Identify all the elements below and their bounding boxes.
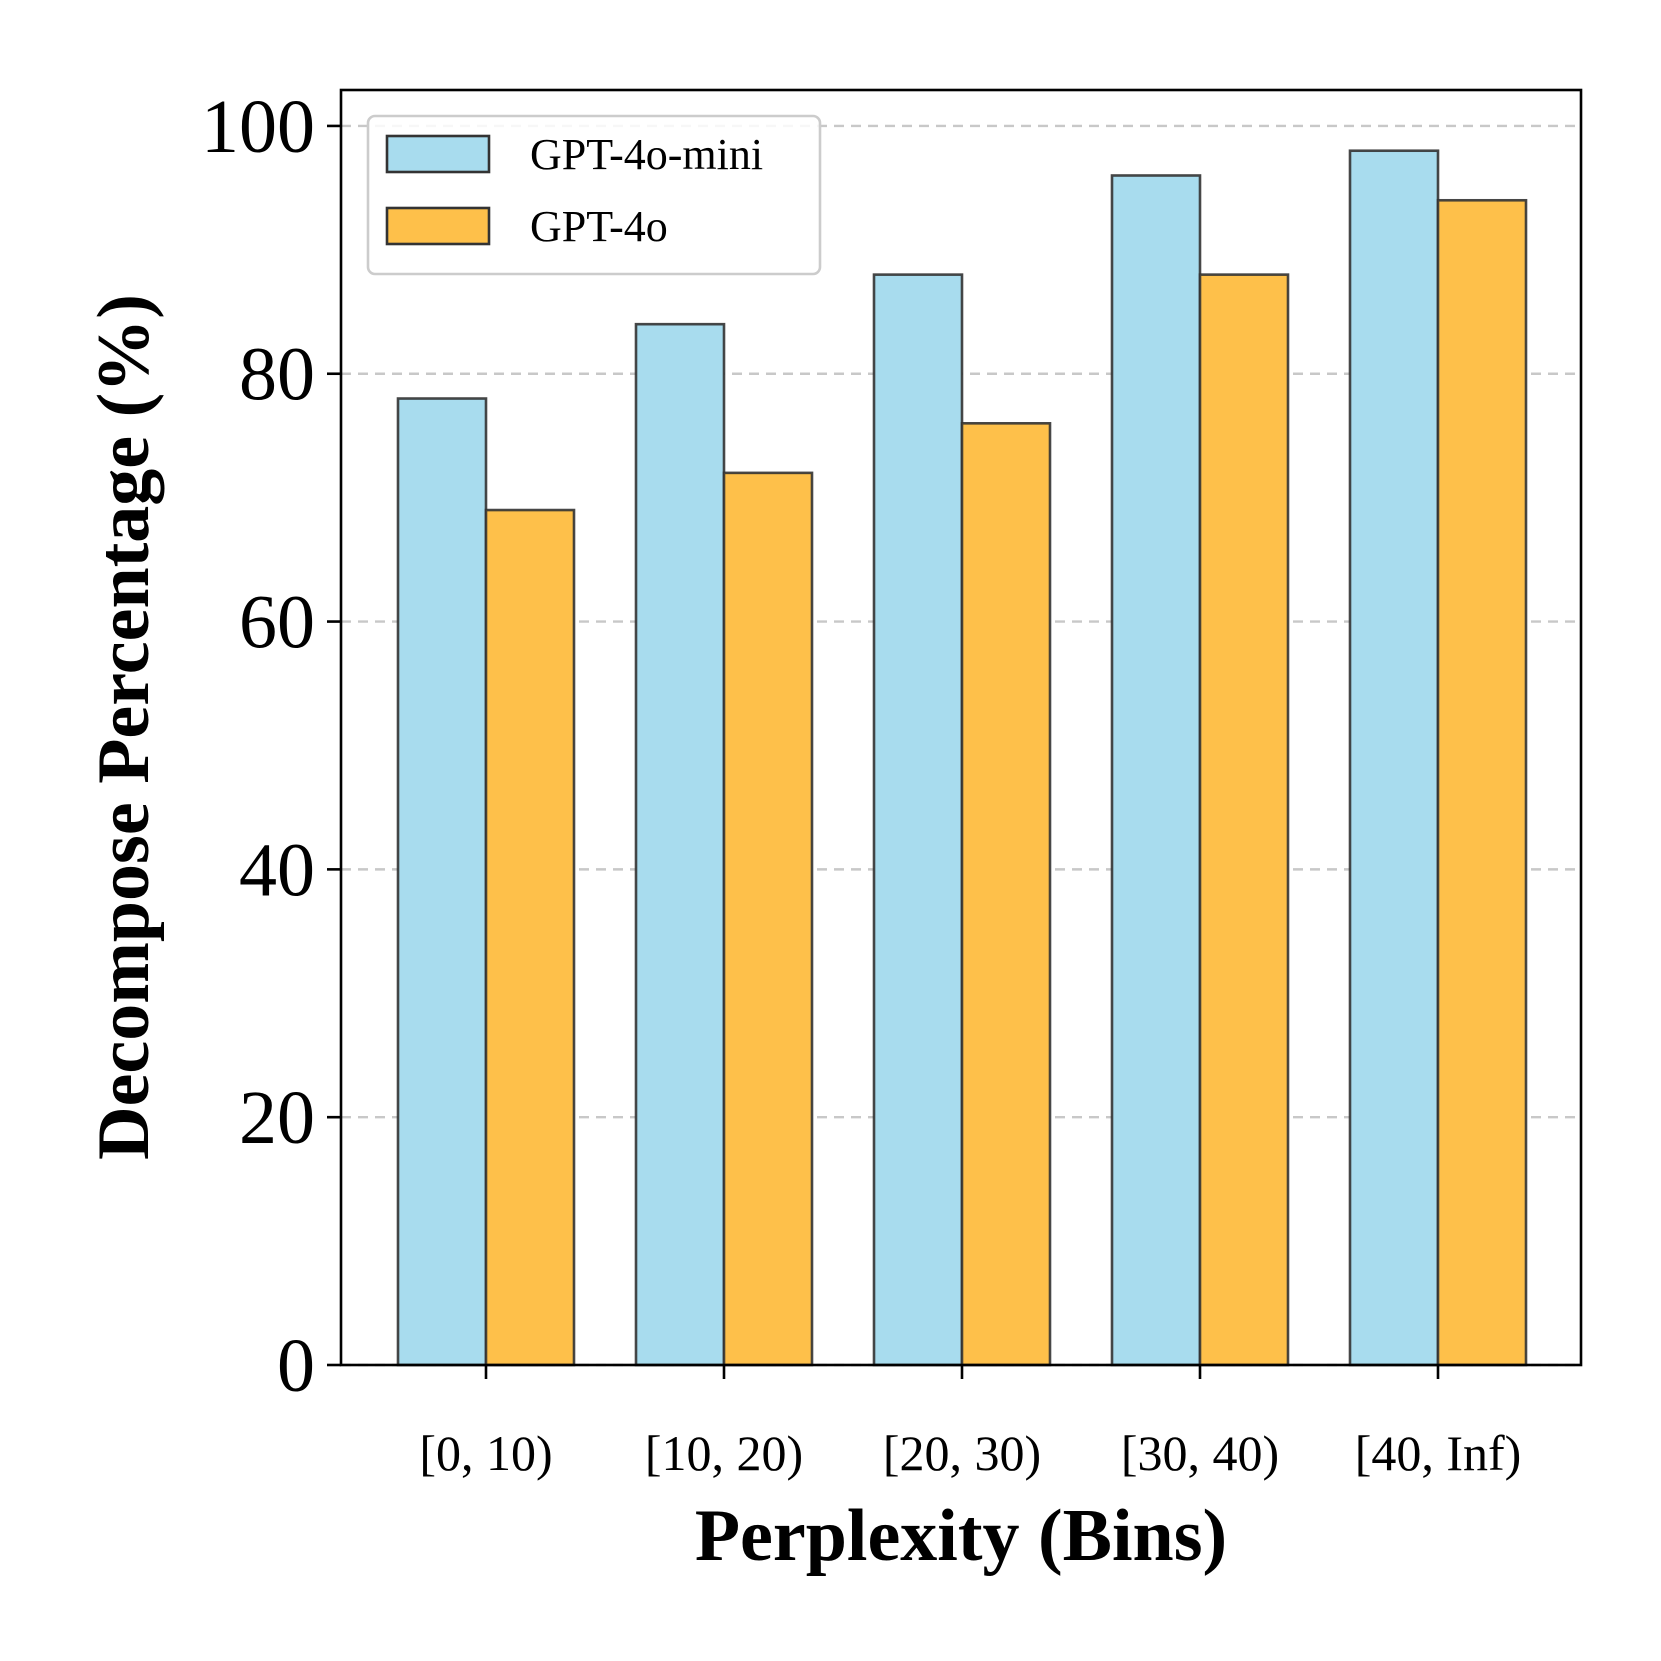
x-tick-label: [40, Inf) xyxy=(1355,1425,1522,1481)
y-tick-label: 100 xyxy=(201,85,315,169)
bar-gpt-4o-mini-5 xyxy=(1348,149,1440,1367)
x-tick-label: [0, 10) xyxy=(419,1425,552,1481)
plot-frame xyxy=(339,88,1583,1367)
bar-gpt-4o-mini-1 xyxy=(396,397,488,1367)
x-tick-label: [10, 20) xyxy=(645,1425,803,1481)
legend: GPT-4o-mini GPT-4o xyxy=(366,114,822,276)
legend-label-gpt-4o-mini: GPT-4o-mini xyxy=(530,130,763,179)
bars xyxy=(396,149,1528,1367)
y-tick-label: 80 xyxy=(239,333,315,417)
bar-gpt-4o-mini-4 xyxy=(1110,174,1202,1367)
x-tick-label: [20, 30) xyxy=(883,1425,1041,1481)
bar-gpt-4o-3 xyxy=(960,422,1052,1367)
bar-gpt-4o-mini-2 xyxy=(634,322,726,1367)
y-tick-label: 0 xyxy=(277,1324,315,1408)
bar-gpt-4o-5 xyxy=(1436,198,1528,1367)
y-tick-label: 20 xyxy=(239,1076,315,1160)
legend-swatch-gpt-4o-mini xyxy=(385,134,491,174)
bar-gpt-4o-1 xyxy=(484,508,576,1367)
bar-gpt-4o-mini-3 xyxy=(872,273,964,1367)
bar-gpt-4o-2 xyxy=(722,471,814,1367)
y-tick-label: 40 xyxy=(239,828,315,912)
legend-label-gpt-4o: GPT-4o xyxy=(530,202,668,251)
y-axis-ticks: 0 20 40 60 80 100 xyxy=(201,85,341,1408)
x-axis-ticks: [0, 10) [10, 20) [20, 30) [30, 40) [40, Inf) xyxy=(419,1365,1521,1481)
legend-swatch-gpt-4o xyxy=(385,206,491,246)
y-axis-label: Decompose Percentage (%) xyxy=(83,294,165,1160)
y-tick-label: 60 xyxy=(239,581,315,665)
bar-gpt-4o-4 xyxy=(1198,273,1290,1367)
x-axis-label: Perplexity (Bins) xyxy=(695,1495,1227,1577)
x-tick-label: [30, 40) xyxy=(1121,1425,1279,1481)
